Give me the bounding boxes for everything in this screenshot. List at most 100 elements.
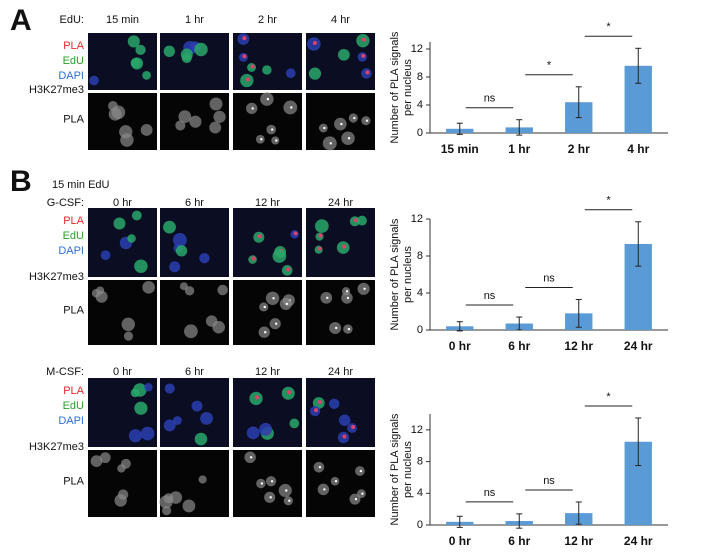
- pla-dot: [312, 40, 317, 45]
- x-tick-label: 15 min: [441, 142, 479, 156]
- nucleus: [135, 44, 146, 56]
- comparison-label: ns: [484, 487, 496, 499]
- comparison-label: *: [606, 195, 611, 207]
- column-label: 24 hr: [328, 366, 353, 378]
- pla-dot: [353, 116, 356, 120]
- comparison-label: ns: [484, 290, 496, 302]
- target-label: H3K27me3: [29, 271, 84, 283]
- column-label: 1 hr: [185, 14, 204, 26]
- nucleus: [328, 398, 340, 409]
- nucleus: [164, 383, 175, 394]
- pla-dot: [317, 400, 322, 405]
- y-tick-label: 8: [417, 71, 423, 83]
- nucleus: [357, 215, 367, 226]
- pla-dot: [260, 482, 264, 485]
- y-tick-label: 0: [417, 127, 423, 139]
- channel-label: EdU: [63, 55, 84, 67]
- nucleus: [338, 414, 351, 426]
- nucleus: [113, 217, 126, 230]
- lower-label: PLA: [63, 304, 84, 316]
- nucleus: [272, 249, 287, 263]
- nucleus: [90, 455, 103, 468]
- pla-dot: [365, 70, 370, 75]
- x-tick-label: 6 hr: [508, 339, 530, 353]
- pla-dot: [250, 64, 255, 69]
- error-bar: [635, 417, 642, 467]
- pla-dot: [342, 244, 347, 249]
- nucleus: [209, 121, 222, 134]
- comparison-label: ns: [543, 272, 555, 284]
- pla-dot: [242, 36, 247, 41]
- pla-dot: [340, 122, 343, 126]
- column-label: 6 hr: [185, 197, 204, 209]
- error-bar: [456, 515, 463, 528]
- error-bar: [635, 47, 642, 84]
- micrograph: [88, 33, 157, 90]
- nucleus: [140, 426, 155, 441]
- x-tick-label: 12 hr: [564, 534, 593, 548]
- y-tick-label: 4: [417, 99, 423, 111]
- column-label: 6 hr: [185, 366, 204, 378]
- nucleus: [189, 115, 202, 128]
- pla-dot: [361, 53, 366, 58]
- pla-dot: [347, 137, 351, 140]
- comparison-label: *: [606, 21, 611, 33]
- nucleus: [175, 120, 186, 131]
- pla-dot: [365, 119, 369, 122]
- error-bar: [516, 316, 523, 331]
- nucleus: [289, 418, 300, 429]
- nucleus: [128, 429, 143, 443]
- pla-dot: [314, 408, 319, 413]
- pla-dot: [249, 456, 253, 459]
- error-bar: [635, 221, 642, 267]
- channel-label: PLA: [63, 40, 84, 52]
- comparison-label: *: [606, 391, 611, 403]
- micrograph: [233, 208, 302, 277]
- comparison-label: ns: [543, 475, 555, 487]
- comparison-label: ns: [484, 93, 496, 105]
- channel-label: EdU: [63, 400, 84, 412]
- nucleus: [95, 290, 108, 303]
- x-tick-label: 2 hr: [568, 142, 590, 156]
- column-label: 12 hr: [255, 197, 280, 209]
- nucleus: [173, 416, 182, 425]
- pla-dot: [285, 489, 288, 492]
- pla-dot: [361, 492, 364, 495]
- pla-dot: [323, 126, 326, 130]
- x-tick-label: 6 hr: [508, 534, 530, 548]
- column-label: 15 min: [106, 14, 139, 26]
- channel-label: EdU: [63, 230, 84, 242]
- error-bar: [456, 122, 463, 135]
- nucleus: [172, 233, 187, 247]
- nucleus: [200, 411, 213, 425]
- column-label: 0 hr: [113, 366, 132, 378]
- y-axis-label: per nucleus: [402, 441, 414, 498]
- channel-label: DAPI: [58, 245, 84, 257]
- column-label: 24 hr: [328, 197, 353, 209]
- nucleus: [119, 125, 133, 139]
- nucleus: [246, 426, 260, 440]
- nucleus: [121, 317, 135, 332]
- pla-dot: [257, 234, 262, 239]
- pla-dot: [251, 256, 256, 261]
- y-tick-label: 0: [417, 519, 423, 531]
- y-axis-label: Number of PLA signals: [389, 413, 401, 525]
- pla-dot: [318, 233, 323, 238]
- panel-label: A: [10, 4, 32, 37]
- channel-label: PLA: [63, 385, 84, 397]
- pla-dot: [323, 488, 326, 491]
- pla-dot: [334, 479, 338, 483]
- pla-dot: [353, 218, 358, 223]
- pla-dot: [290, 106, 293, 109]
- nucleus: [209, 97, 223, 111]
- y-tick-label: 4: [417, 287, 423, 299]
- nucleus: [130, 57, 144, 70]
- pla-dot: [287, 390, 292, 395]
- pla-dot: [270, 480, 274, 483]
- pla-dot: [286, 267, 291, 272]
- nucleus: [99, 452, 111, 464]
- pla-dot: [346, 296, 350, 300]
- column-label: 2 hr: [258, 14, 277, 26]
- x-tick-label: 0 hr: [449, 534, 471, 548]
- pla-dot: [255, 395, 260, 400]
